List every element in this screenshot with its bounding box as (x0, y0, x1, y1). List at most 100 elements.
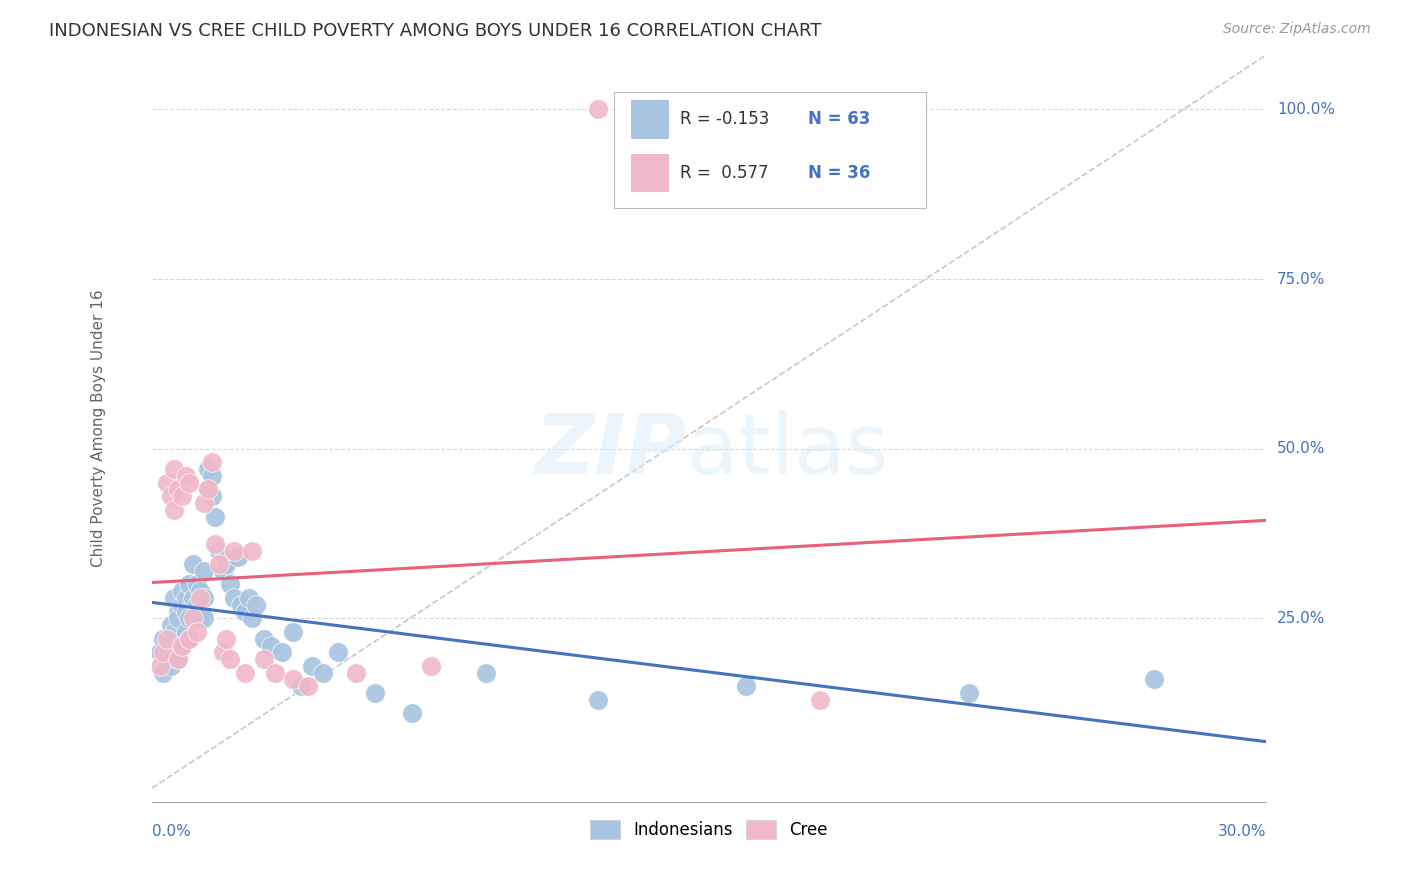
Point (475, 665, 498, 680)
Point (200, 489, 222, 503)
Point (215, 557, 238, 571)
Point (156, 652, 179, 666)
Text: 25.0%: 25.0% (1277, 611, 1326, 626)
Point (231, 598, 253, 612)
Point (181, 611, 204, 625)
Text: R = -0.153: R = -0.153 (681, 111, 769, 128)
Point (167, 605, 190, 619)
Text: ZIP: ZIP (534, 410, 686, 491)
Point (240, 543, 263, 558)
Point (190, 591, 212, 605)
Point (240, 611, 263, 625)
Point (190, 584, 212, 599)
Point (263, 665, 285, 680)
Point (159, 489, 181, 503)
Point (156, 639, 179, 653)
Point (179, 632, 201, 646)
Point (174, 468, 197, 483)
Point (170, 639, 193, 653)
Point (808, 693, 831, 707)
Text: Child Poverty Among Boys Under 16: Child Poverty Among Boys Under 16 (91, 290, 107, 567)
Point (260, 639, 283, 653)
Point (219, 652, 242, 666)
Text: INDONESIAN VS CREE CHILD POVERTY AMONG BOYS UNDER 16 CORRELATION CHART: INDONESIAN VS CREE CHILD POVERTY AMONG B… (49, 22, 821, 40)
Point (152, 665, 174, 680)
Point (344, 665, 367, 680)
Text: R =  0.577: R = 0.577 (681, 164, 769, 182)
Point (163, 591, 186, 605)
Point (197, 483, 219, 497)
Point (233, 665, 256, 680)
Point (159, 658, 181, 673)
Point (152, 645, 174, 659)
Point (179, 475, 201, 490)
Point (297, 679, 319, 693)
Point (238, 591, 260, 605)
Point (193, 611, 215, 625)
Point (181, 557, 204, 571)
Point (193, 564, 215, 578)
Point (208, 557, 231, 571)
Point (193, 591, 215, 605)
Point (364, 686, 387, 700)
Point (167, 652, 190, 666)
Point (301, 658, 323, 673)
FancyBboxPatch shape (614, 93, 927, 208)
Point (190, 611, 212, 625)
Text: atlas: atlas (686, 410, 889, 491)
Text: 50.0%: 50.0% (1277, 442, 1326, 456)
Point (197, 483, 219, 497)
Point (163, 645, 186, 659)
Point (167, 611, 190, 625)
Point (152, 632, 174, 646)
Point (170, 489, 193, 503)
Point (163, 503, 186, 517)
Point (174, 605, 197, 619)
Point (326, 645, 349, 659)
Point (283, 673, 305, 687)
Text: 100.0%: 100.0% (1277, 102, 1336, 117)
Point (204, 509, 226, 524)
Point (233, 605, 256, 619)
Point (252, 652, 274, 666)
Point (283, 624, 305, 639)
Point (222, 591, 245, 605)
Point (204, 537, 226, 551)
Text: 0.0%: 0.0% (152, 824, 191, 839)
Text: 30.0%: 30.0% (1218, 824, 1265, 839)
FancyBboxPatch shape (631, 153, 669, 193)
Point (170, 598, 193, 612)
Point (156, 632, 179, 646)
Text: Source: ZipAtlas.com: Source: ZipAtlas.com (1223, 22, 1371, 37)
Point (586, 103, 609, 117)
Point (170, 584, 193, 599)
Point (215, 632, 238, 646)
Point (419, 658, 441, 673)
Point (200, 468, 222, 483)
Text: 75.0%: 75.0% (1277, 271, 1326, 286)
FancyBboxPatch shape (631, 100, 669, 139)
Point (167, 652, 190, 666)
Point (179, 632, 201, 646)
Point (170, 639, 193, 653)
Point (586, 693, 609, 707)
Point (208, 543, 231, 558)
Point (193, 496, 215, 510)
Point (211, 564, 233, 578)
Legend: Indonesians, Cree: Indonesians, Cree (583, 813, 835, 846)
Point (156, 475, 179, 490)
Point (179, 577, 201, 591)
Point (312, 665, 335, 680)
Point (163, 624, 186, 639)
Point (148, 645, 170, 659)
Point (219, 577, 242, 591)
Point (245, 598, 267, 612)
Point (186, 577, 208, 591)
Point (159, 632, 181, 646)
Point (163, 462, 186, 476)
Point (957, 686, 980, 700)
Point (186, 598, 208, 612)
Point (179, 611, 201, 625)
Point (290, 679, 312, 693)
Point (181, 591, 204, 605)
